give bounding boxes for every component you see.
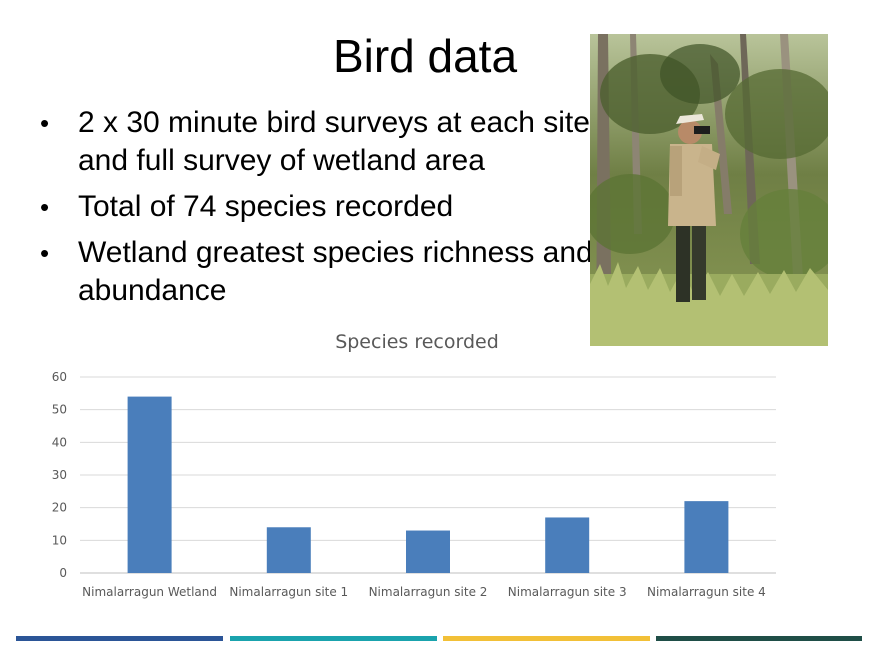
slide-title: Bird data [332,30,518,82]
bullet-list: • 2 x 30 minute bird surveys at each sit… [38,104,598,318]
bar [406,530,450,573]
bar [684,501,729,573]
bullet-glyph: • [40,108,50,138]
x-tick-label: Nimalarragun site 3 [508,585,627,599]
x-tick-label: Nimalarragun Wetland [82,585,217,599]
y-tick-labels: 0 10 20 30 40 50 60 [52,370,67,580]
bullet-item: • Total of 74 species recorded [38,188,598,226]
x-tick-label: Nimalarragun site 4 [647,585,766,599]
y-tick-label: 40 [52,435,67,449]
footer-bar-dark-green [656,636,862,641]
x-tick-labels: Nimalarragun Wetland Nimalarragun site 1 N… [82,585,766,599]
y-tick-label: 10 [52,533,67,547]
bullet-glyph: • [40,238,50,268]
bullet-item: • 2 x 30 minute bird surveys at each sit… [38,104,598,180]
bullet-item: • Wetland greatest species richness and … [38,234,598,310]
y-tick-label: 50 [52,403,67,417]
x-tick-label: Nimalarragun site 2 [369,585,488,599]
footer-bar-blue [16,636,223,641]
birdwatcher-photo [590,34,828,346]
y-tick-label: 20 [52,501,67,515]
chart-title: Species recorded [335,331,499,353]
y-tick-label: 0 [59,566,67,580]
y-tick-label: 30 [52,468,67,482]
bar [127,396,172,573]
bullet-text: Total of 74 species recorded [78,190,454,223]
bar [266,527,311,573]
bullet-text: 2 x 30 minute bird surveys at each site … [78,106,590,177]
y-tick-label: 60 [52,370,67,384]
bar [545,517,590,573]
footer-bar-teal [230,636,437,641]
footer-bar-yellow [443,636,650,641]
photo-illustration [590,34,828,346]
bullet-glyph: • [40,192,50,222]
bullet-text: Wetland greatest species richness and ab… [78,236,593,307]
bars [127,396,729,573]
x-tick-label: Nimalarragun site 1 [229,585,348,599]
